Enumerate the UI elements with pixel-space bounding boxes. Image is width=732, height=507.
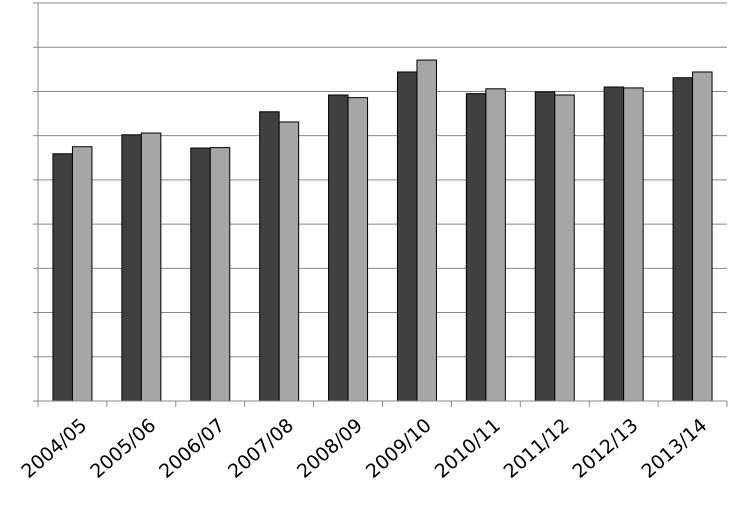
bar <box>347 97 369 402</box>
bar <box>140 132 162 402</box>
x-tick-label: 2011/12 <box>500 414 574 482</box>
bar <box>485 88 506 402</box>
x-tick-label: 2009/10 <box>362 414 436 482</box>
x-tick-label: 2004/05 <box>17 414 91 482</box>
x-tick-label: 2007/08 <box>224 414 298 482</box>
bar <box>623 87 644 402</box>
x-tick-label: 2006/07 <box>155 414 229 482</box>
x-tick-label: 2005/06 <box>86 414 160 482</box>
bar <box>692 71 713 402</box>
x-tick-label: 2013/14 <box>637 414 711 482</box>
x-tick-label: 2010/11 <box>431 414 505 482</box>
bar <box>672 77 694 402</box>
bar <box>465 93 487 402</box>
bar <box>209 147 231 402</box>
bar <box>534 91 556 402</box>
bar <box>259 111 280 402</box>
bar <box>52 153 73 402</box>
x-tick-label: 2012/13 <box>569 414 643 482</box>
x-tick-label: 2008/09 <box>293 414 367 482</box>
bar <box>554 94 575 402</box>
bar <box>396 71 418 402</box>
bar <box>71 146 93 402</box>
bar <box>328 94 349 402</box>
bar <box>121 134 142 402</box>
bar <box>190 147 211 402</box>
bar <box>416 59 437 402</box>
bar <box>603 86 625 402</box>
bar <box>278 121 300 402</box>
